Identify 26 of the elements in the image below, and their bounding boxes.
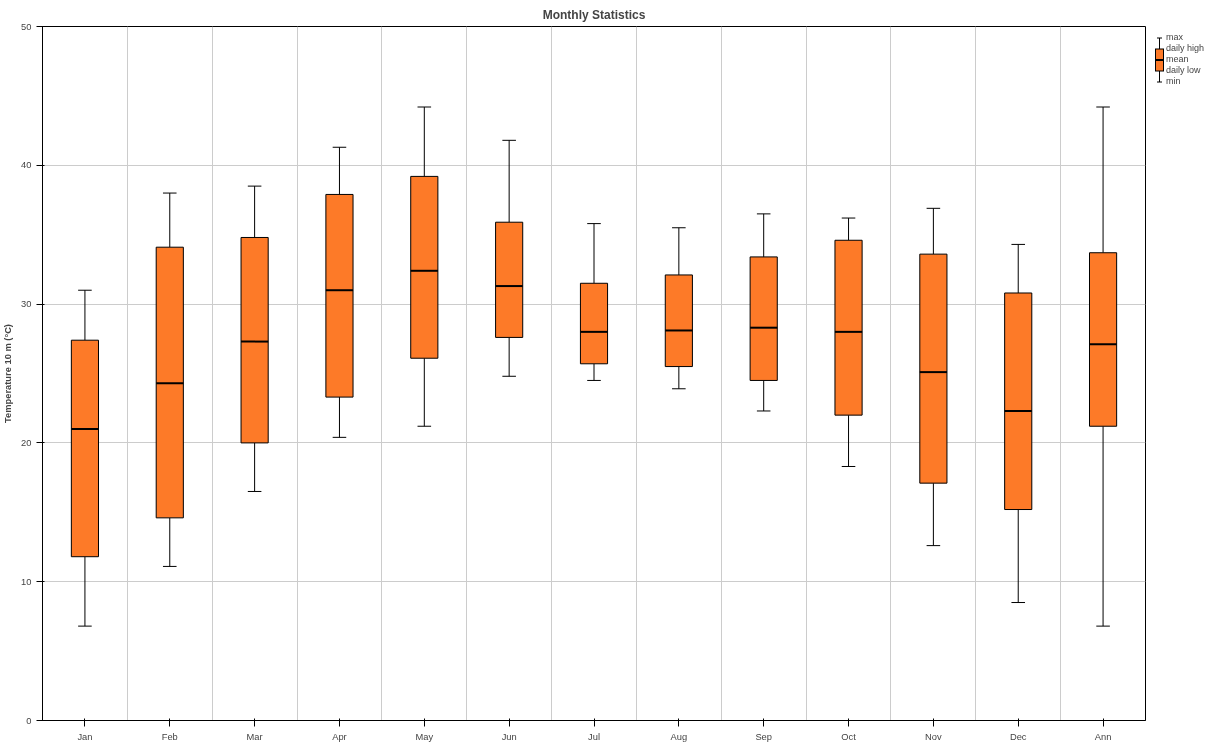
x-tick-label: Dec bbox=[1009, 731, 1027, 742]
x-tick-label: Ann bbox=[1094, 731, 1112, 742]
x-tick-label: Nov bbox=[925, 731, 943, 742]
y-tick-label: 10 bbox=[21, 576, 32, 587]
x-tick-label: Jun bbox=[501, 731, 517, 742]
text: daily low bbox=[1166, 65, 1201, 75]
text: mean bbox=[1166, 54, 1189, 64]
y-tick-label: 50 bbox=[21, 21, 32, 32]
y-tick-label: 30 bbox=[21, 299, 32, 310]
x-tick-label: Mar bbox=[246, 731, 263, 742]
x-tick-label: Aug bbox=[670, 731, 688, 742]
y-tick-label: 40 bbox=[21, 160, 32, 171]
x-tick-label: Feb bbox=[161, 731, 178, 742]
x-tick-label: May bbox=[415, 731, 434, 742]
x-tick-label: Oct bbox=[841, 731, 857, 742]
text: max bbox=[1166, 32, 1184, 42]
text: daily high bbox=[1166, 43, 1205, 53]
x-tick-label: Jul bbox=[588, 731, 600, 742]
y-tick-label: 20 bbox=[21, 437, 32, 448]
y-tick-label: 0 bbox=[26, 715, 32, 726]
y-axis-title: Temperature 10 m (°C) bbox=[3, 324, 14, 423]
x-tick-label: Apr bbox=[332, 731, 347, 742]
x-tick-label: Sep bbox=[755, 731, 772, 742]
x-tick-label: Jan bbox=[77, 731, 93, 742]
text: min bbox=[1166, 76, 1181, 86]
chart-title: Monthly Statistics bbox=[542, 7, 646, 22]
